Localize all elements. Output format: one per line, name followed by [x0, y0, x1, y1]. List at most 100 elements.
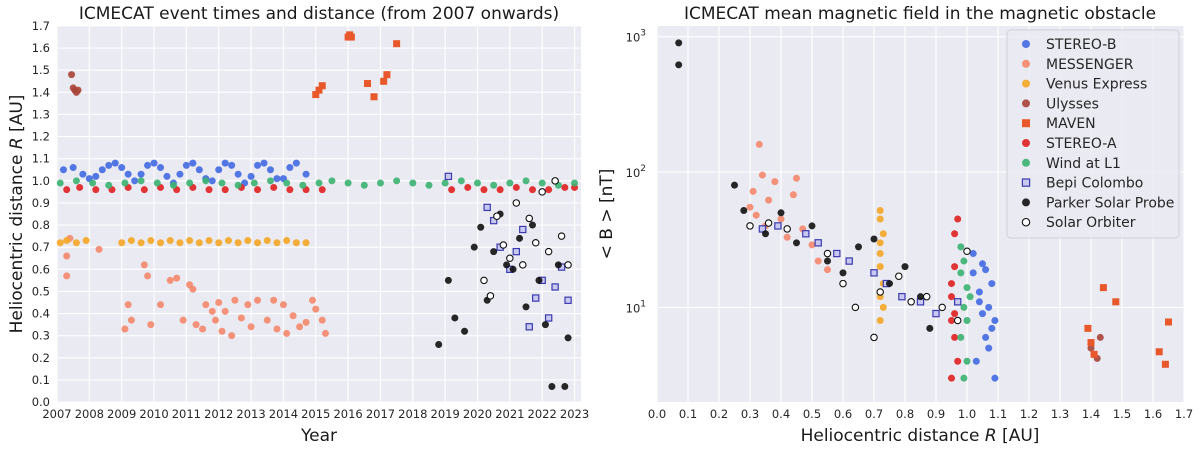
right-point-solar-orbiter — [963, 247, 971, 255]
left-x-tick-label: 2019 — [431, 407, 460, 421]
right-point-stereo-b — [991, 317, 999, 325]
right-point-solar-orbiter — [783, 225, 791, 233]
left-x-tick-label: 2016 — [333, 407, 362, 421]
right-point-stereo-b — [975, 288, 983, 296]
left-point-messenger — [140, 261, 148, 269]
left-y-label-main: Heliocentric distance — [7, 149, 27, 333]
left-y-tick-label: 0.2 — [32, 351, 50, 365]
left-point-solar-orbiter — [525, 214, 533, 223]
left-point-parker-solar-probe — [451, 314, 459, 322]
right-point-solar-orbiter — [922, 292, 931, 301]
right-y-tick-label: 101 — [626, 299, 646, 315]
left-point-messenger — [254, 296, 262, 304]
left-point-wind-at-l1 — [490, 181, 498, 189]
right-point-venus-express — [876, 239, 884, 247]
left-point-venus-express — [72, 239, 80, 247]
left-point-wind-at-l1 — [299, 181, 307, 189]
left-point-parker-solar-probe — [516, 234, 524, 242]
right-point-venus-express — [876, 250, 884, 258]
left-y-tick-label: 1.4 — [32, 85, 50, 99]
right-y-tick-label: 103 — [626, 29, 646, 45]
left-point-wind-at-l1 — [250, 179, 258, 187]
legend-marker — [1021, 178, 1031, 187]
left-y-tick-label: 1.2 — [32, 130, 50, 144]
left-x-tick-label: 2022 — [528, 407, 557, 421]
right-point-parker-solar-probe — [808, 222, 816, 230]
right-x-tick-label: 0.4 — [772, 407, 790, 421]
right-point-solar-orbiter — [938, 303, 946, 312]
left-y-label-var: R — [7, 137, 27, 149]
left-point-messenger — [173, 274, 181, 282]
legend-box — [1006, 29, 1180, 239]
left-point-stereo-b — [228, 161, 236, 169]
left-point-messenger — [63, 272, 71, 280]
left-y-tick-label: 1.0 — [32, 174, 50, 188]
legend-entry: MAVEN — [1022, 116, 1096, 132]
left-point-stereo-a — [528, 186, 536, 194]
left-x-tick-label: 2014 — [269, 407, 298, 421]
left-point-stereo-b — [260, 159, 268, 167]
left-point-messenger — [208, 307, 216, 315]
left-x-tick-label: 2017 — [366, 407, 395, 421]
right-x-label-unit: [AU] — [997, 426, 1040, 446]
right-point-parker-solar-probe — [762, 230, 769, 238]
left-point-stereo-a — [270, 183, 278, 191]
right-x-tick-label: 1.0 — [958, 407, 976, 421]
left-point-stereo-a — [448, 186, 456, 194]
left-point-venus-express — [283, 237, 291, 245]
left-point-messenger — [263, 316, 271, 324]
left-point-bepi-colombo — [512, 247, 521, 256]
left-point-solar-orbiter — [557, 232, 566, 240]
right-chart-title: ICMECAT mean magnetic field in the magne… — [684, 4, 1156, 24]
left-point-venus-express — [215, 239, 223, 247]
left-point-venus-express — [137, 239, 145, 247]
right-x-tick-label: 0.7 — [865, 407, 883, 421]
right-y-tick-base: 10 — [626, 166, 641, 180]
left-point-messenger — [179, 316, 187, 324]
right-y-axis-label: < B > [nT] — [597, 169, 617, 260]
right-point-bepi-colombo — [758, 225, 767, 233]
left-point-messenger — [279, 301, 287, 309]
left-point-wind-at-l1 — [202, 177, 210, 185]
left-x-tick-label: 2011 — [172, 407, 201, 421]
right-point-venus-express — [876, 215, 884, 223]
left-point-wind-at-l1 — [315, 179, 323, 187]
left-y-ticks: 0.0 0.1 0.2 0.3 0.4 0.5 0.6 0.7 0.8 0.9 1.0 1.1 1.2 1… — [32, 19, 50, 409]
left-point-venus-express — [224, 237, 232, 245]
left-point-venus-express — [166, 237, 174, 245]
right-x-tick-label: 0.1 — [679, 407, 697, 421]
right-point-stereo-b — [979, 310, 986, 318]
left-point-stereo-b — [150, 159, 158, 167]
left-point-solar-orbiter — [551, 177, 559, 185]
left-point-venus-express — [186, 237, 194, 245]
left-point-venus-express — [263, 237, 271, 245]
left-y-axis-label: Heliocentric distance R [AU] — [7, 95, 27, 334]
right-point-messenger — [752, 211, 760, 219]
left-point-stereo-a — [92, 186, 100, 194]
left-point-stereo-b — [208, 177, 216, 185]
left-x-tick-label: 2015 — [301, 407, 330, 421]
legend-marker — [1022, 40, 1030, 48]
right-point-wind-at-l1 — [963, 357, 971, 365]
left-point-stereo-b — [118, 164, 126, 172]
right-point-stereo-b — [991, 374, 999, 382]
left-point-messenger — [192, 321, 200, 329]
left-point-wind-at-l1 — [360, 181, 368, 189]
left-point-venus-express — [302, 239, 310, 247]
right-point-parker-solar-probe — [901, 263, 909, 271]
left-x-tick-label: 2009 — [107, 407, 136, 421]
legend-label: MAVEN — [1046, 116, 1096, 132]
left-x-tick-label: 2008 — [75, 407, 104, 421]
right-point-messenger — [755, 140, 763, 148]
left-point-ulysses — [68, 71, 76, 79]
right-point-messenger — [771, 178, 779, 186]
legend-entry: Bepi Colombo — [1021, 176, 1143, 192]
left-point-messenger — [218, 327, 226, 335]
right-point-messenger — [758, 171, 766, 179]
left-point-venus-express — [254, 239, 262, 247]
left-point-bepi-colombo — [564, 296, 572, 304]
right-point-solar-orbiter — [823, 249, 832, 258]
left-point-venus-express — [147, 237, 155, 245]
left-y-tick-label: 1.1 — [32, 152, 50, 166]
